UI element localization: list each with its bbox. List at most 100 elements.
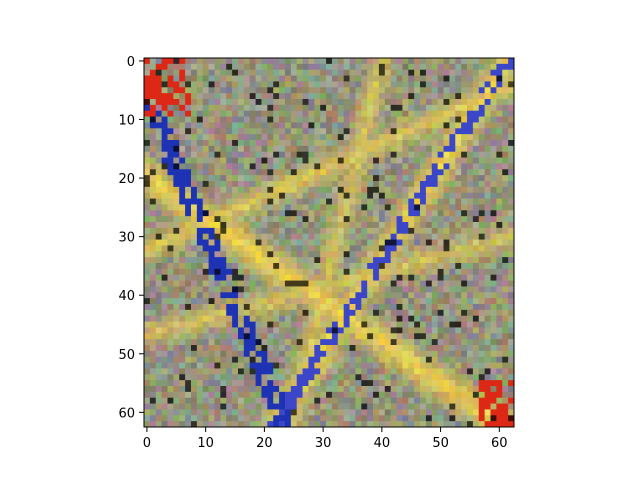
image-pixel bbox=[472, 327, 480, 334]
image-pixel bbox=[478, 239, 485, 246]
image-pixel bbox=[155, 128, 162, 135]
image-pixel bbox=[296, 192, 303, 199]
image-pixel bbox=[420, 251, 427, 258]
image-pixel bbox=[214, 233, 221, 240]
image-pixel bbox=[255, 110, 262, 117]
image-pixel bbox=[425, 350, 433, 358]
image-pixel bbox=[367, 391, 374, 399]
image-pixel bbox=[443, 304, 450, 311]
image-pixel bbox=[349, 186, 356, 194]
image-pixel bbox=[502, 87, 509, 94]
image-pixel bbox=[355, 415, 362, 422]
image-pixel bbox=[226, 134, 233, 141]
image-pixel bbox=[308, 169, 315, 176]
image-pixel bbox=[267, 169, 274, 176]
image-pixel bbox=[414, 415, 421, 422]
image-pixel bbox=[290, 198, 298, 205]
image-pixel bbox=[279, 181, 286, 188]
image-pixel bbox=[402, 239, 409, 246]
image-pixel bbox=[402, 409, 409, 416]
image-pixel bbox=[343, 368, 350, 375]
image-pixel bbox=[496, 333, 503, 340]
image-pixel bbox=[437, 245, 444, 252]
image-pixel bbox=[331, 380, 339, 387]
image-pixel bbox=[185, 81, 192, 88]
image-pixel bbox=[484, 163, 491, 170]
image-pixel bbox=[484, 116, 491, 123]
image-pixel bbox=[326, 345, 333, 352]
image-pixel bbox=[502, 415, 509, 422]
image-pixel bbox=[249, 93, 256, 100]
image-pixel bbox=[437, 374, 444, 381]
image-pixel bbox=[355, 315, 362, 322]
image-pixel bbox=[349, 192, 356, 199]
image-pixel bbox=[284, 356, 292, 363]
image-pixel bbox=[367, 339, 374, 346]
image-pixel bbox=[302, 345, 309, 352]
image-pixel bbox=[384, 397, 392, 404]
image-pixel bbox=[237, 321, 245, 328]
image-pixel bbox=[302, 169, 309, 176]
image-pixel bbox=[461, 251, 468, 258]
image-pixel bbox=[367, 81, 374, 88]
image-pixel bbox=[196, 81, 204, 88]
image-pixel bbox=[208, 116, 215, 123]
image-pixel bbox=[420, 192, 427, 199]
image-pixel bbox=[314, 216, 321, 223]
image-pixel bbox=[279, 333, 286, 340]
image-pixel bbox=[472, 239, 480, 246]
image-pixel bbox=[167, 181, 174, 188]
image-pixel bbox=[161, 81, 168, 88]
image-pixel bbox=[461, 274, 468, 281]
image-pixel bbox=[202, 58, 209, 65]
image-pixel bbox=[390, 227, 397, 235]
image-pixel bbox=[149, 356, 157, 363]
image-pixel bbox=[337, 304, 345, 311]
image-pixel bbox=[214, 345, 221, 352]
image-pixel bbox=[508, 339, 515, 346]
image-pixel bbox=[425, 134, 433, 141]
image-pixel bbox=[431, 75, 438, 82]
image-pixel bbox=[390, 204, 397, 211]
image-pixel bbox=[396, 286, 403, 293]
image-pixel bbox=[196, 163, 204, 170]
image-pixel bbox=[179, 257, 186, 264]
image-pixel bbox=[449, 374, 456, 381]
image-pixel bbox=[461, 368, 468, 375]
image-pixel bbox=[290, 233, 298, 240]
image-pixel bbox=[214, 374, 221, 381]
image-pixel bbox=[373, 181, 380, 188]
image-pixel bbox=[326, 327, 333, 334]
image-pixel bbox=[214, 99, 221, 106]
image-pixel bbox=[443, 403, 450, 410]
image-pixel bbox=[490, 93, 497, 100]
image-pixel bbox=[255, 374, 262, 381]
image-pixel bbox=[467, 63, 474, 71]
image-pixel bbox=[443, 286, 450, 293]
image-pixel bbox=[255, 122, 262, 129]
image-pixel bbox=[502, 204, 509, 211]
image-pixel bbox=[355, 251, 362, 258]
image-pixel bbox=[314, 192, 321, 199]
image-pixel bbox=[284, 251, 292, 258]
image-pixel bbox=[431, 415, 438, 422]
image-pixel bbox=[167, 286, 174, 293]
image-pixel bbox=[267, 327, 274, 334]
image-pixel bbox=[472, 333, 480, 340]
image-pixel bbox=[214, 75, 221, 82]
image-pixel bbox=[226, 227, 233, 235]
image-pixel bbox=[396, 263, 403, 270]
image-pixel bbox=[220, 356, 227, 363]
image-pixel bbox=[320, 397, 327, 404]
image-pixel bbox=[179, 333, 186, 340]
image-pixel bbox=[384, 333, 392, 340]
image-pixel bbox=[226, 391, 233, 399]
image-pixel bbox=[367, 292, 374, 299]
image-pixel bbox=[232, 140, 239, 147]
image-pixel bbox=[414, 175, 421, 182]
image-pixel bbox=[185, 227, 192, 235]
image-pixel bbox=[308, 63, 315, 71]
image-pixel bbox=[390, 415, 397, 422]
image-pixel bbox=[355, 128, 362, 135]
image-pixel bbox=[161, 233, 168, 240]
